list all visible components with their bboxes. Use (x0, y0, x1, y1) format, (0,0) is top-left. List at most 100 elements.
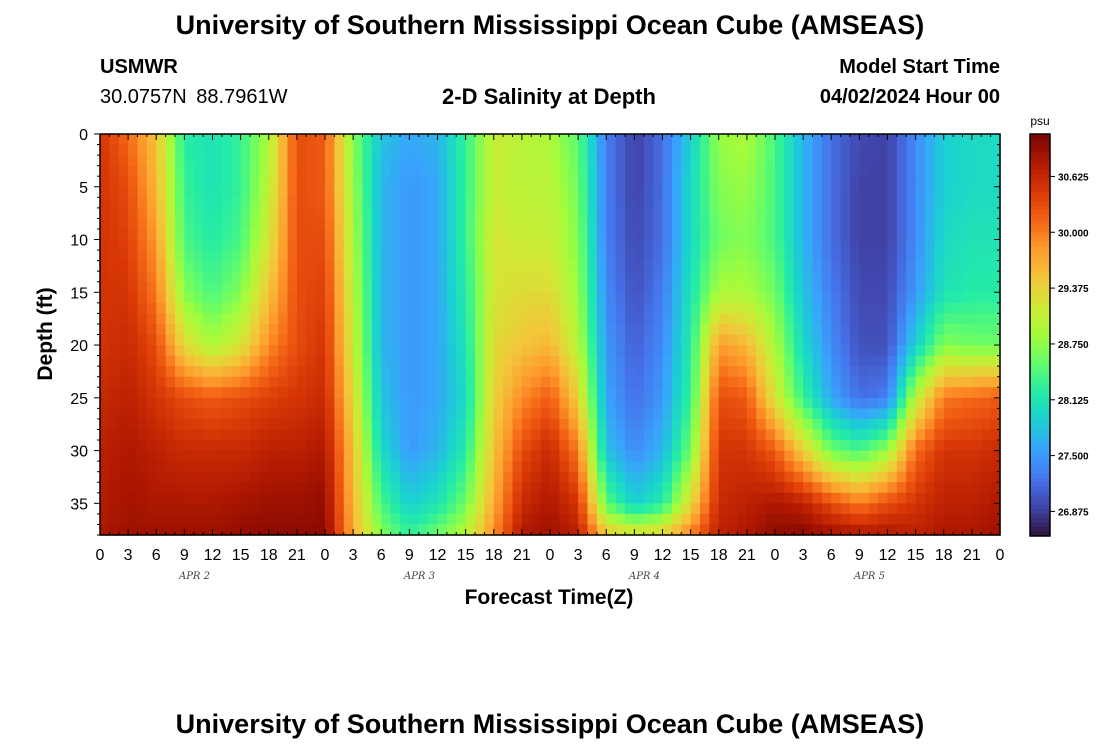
heatmap-cell (343, 144, 354, 156)
x-tick-label: 15 (232, 547, 250, 564)
heatmap-cell (193, 376, 204, 388)
heatmap-cell (540, 450, 551, 462)
heatmap-cell (990, 471, 1001, 483)
heatmap-cell (296, 176, 307, 188)
heatmap-cell (756, 323, 767, 336)
heatmap-cell (681, 397, 692, 409)
heatmap-cell (353, 334, 364, 346)
heatmap-cell (643, 176, 654, 188)
heatmap-cell (943, 492, 954, 504)
heatmap-cell (859, 387, 870, 399)
heatmap-cell (315, 429, 326, 441)
heatmap-cell (353, 429, 364, 441)
heatmap-cell (718, 408, 729, 420)
colorbar-segment (1030, 384, 1050, 390)
heatmap-cell (831, 482, 842, 494)
x-tick-label: 3 (574, 547, 583, 564)
heatmap-cell (306, 228, 317, 241)
heatmap-cell (550, 271, 560, 283)
heatmap-cell (521, 461, 532, 473)
heatmap-cell (578, 492, 589, 504)
heatmap-cell (156, 503, 167, 515)
heatmap-cell (325, 165, 335, 177)
heatmap-cell (203, 482, 214, 494)
heatmap-cell (737, 492, 748, 504)
x-tick-label: 3 (124, 547, 133, 564)
heatmap-cell (803, 271, 814, 283)
heatmap-cell (531, 397, 542, 409)
heatmap-cell (484, 302, 495, 314)
heatmap-cell (653, 281, 664, 293)
heatmap-cell (625, 471, 635, 483)
heatmap-cell (606, 207, 617, 220)
heatmap-cell (203, 323, 214, 336)
heatmap-cell (531, 155, 542, 167)
heatmap-cell (606, 440, 617, 452)
heatmap-cell (953, 281, 964, 293)
heatmap-cell (334, 134, 345, 146)
heatmap-cell (296, 165, 307, 177)
colorbar-segment (1030, 361, 1050, 367)
heatmap-cell (962, 218, 973, 230)
heatmap-cell (381, 250, 392, 262)
heatmap-cell (381, 165, 392, 177)
heatmap-cell (137, 313, 148, 325)
heatmap-cell (128, 429, 139, 441)
heatmap-cell (390, 482, 401, 494)
heatmap-cell (343, 366, 354, 378)
heatmap-cell (868, 292, 879, 304)
heatmap-cell (981, 376, 992, 388)
heatmap-cell (775, 397, 785, 409)
heatmap-cell (137, 461, 148, 473)
heatmap-cell (681, 271, 692, 283)
heatmap-cell (709, 323, 720, 336)
heatmap-cell (484, 440, 495, 452)
heatmap-cell (306, 239, 317, 251)
heatmap-cell (765, 366, 776, 378)
heatmap-cell (990, 450, 1001, 462)
heatmap-cell (662, 524, 673, 536)
heatmap-cell (362, 397, 373, 409)
heatmap-cell (990, 492, 1001, 504)
heatmap-cell (287, 260, 298, 272)
heatmap-cell (709, 440, 720, 452)
heatmap-cell (446, 302, 457, 314)
heatmap-cell (325, 429, 335, 441)
heatmap-cell (428, 482, 439, 494)
heatmap-cell (934, 503, 945, 515)
heatmap-cell (165, 334, 176, 346)
heatmap-cell (878, 250, 889, 262)
heatmap-cell (578, 461, 589, 473)
heatmap-cell (428, 376, 439, 388)
heatmap-cell (221, 302, 232, 314)
heatmap-cell (943, 155, 954, 167)
heatmap-cell (296, 503, 307, 515)
heatmap-cell (418, 165, 429, 177)
heatmap-cell (728, 155, 739, 167)
heatmap-cell (990, 292, 1001, 304)
heatmap-cell (906, 492, 917, 504)
heatmap-cell (718, 134, 729, 146)
heatmap-cell (981, 450, 992, 462)
heatmap-cell (821, 397, 832, 409)
heatmap-cell (868, 397, 879, 409)
heatmap-cell (831, 355, 842, 367)
heatmap-cell (428, 313, 439, 325)
heatmap-cell (606, 345, 617, 357)
heatmap-cell (953, 260, 964, 272)
heatmap-cell (287, 492, 298, 504)
heatmap-cell (268, 218, 279, 230)
heatmap-cell (540, 207, 551, 220)
heatmap-cell (268, 408, 279, 420)
colorbar-segment (1030, 205, 1050, 211)
heatmap-cell (962, 355, 973, 367)
heatmap-cell (109, 397, 120, 409)
heatmap-cell (625, 440, 635, 452)
heatmap-cell (353, 471, 364, 483)
heatmap-cell (240, 218, 251, 230)
heatmap-cell (437, 165, 448, 177)
heatmap-cell (812, 260, 823, 272)
heatmap-cell (306, 482, 317, 494)
heatmap-cell (128, 155, 139, 167)
heatmap-cell (109, 408, 120, 420)
